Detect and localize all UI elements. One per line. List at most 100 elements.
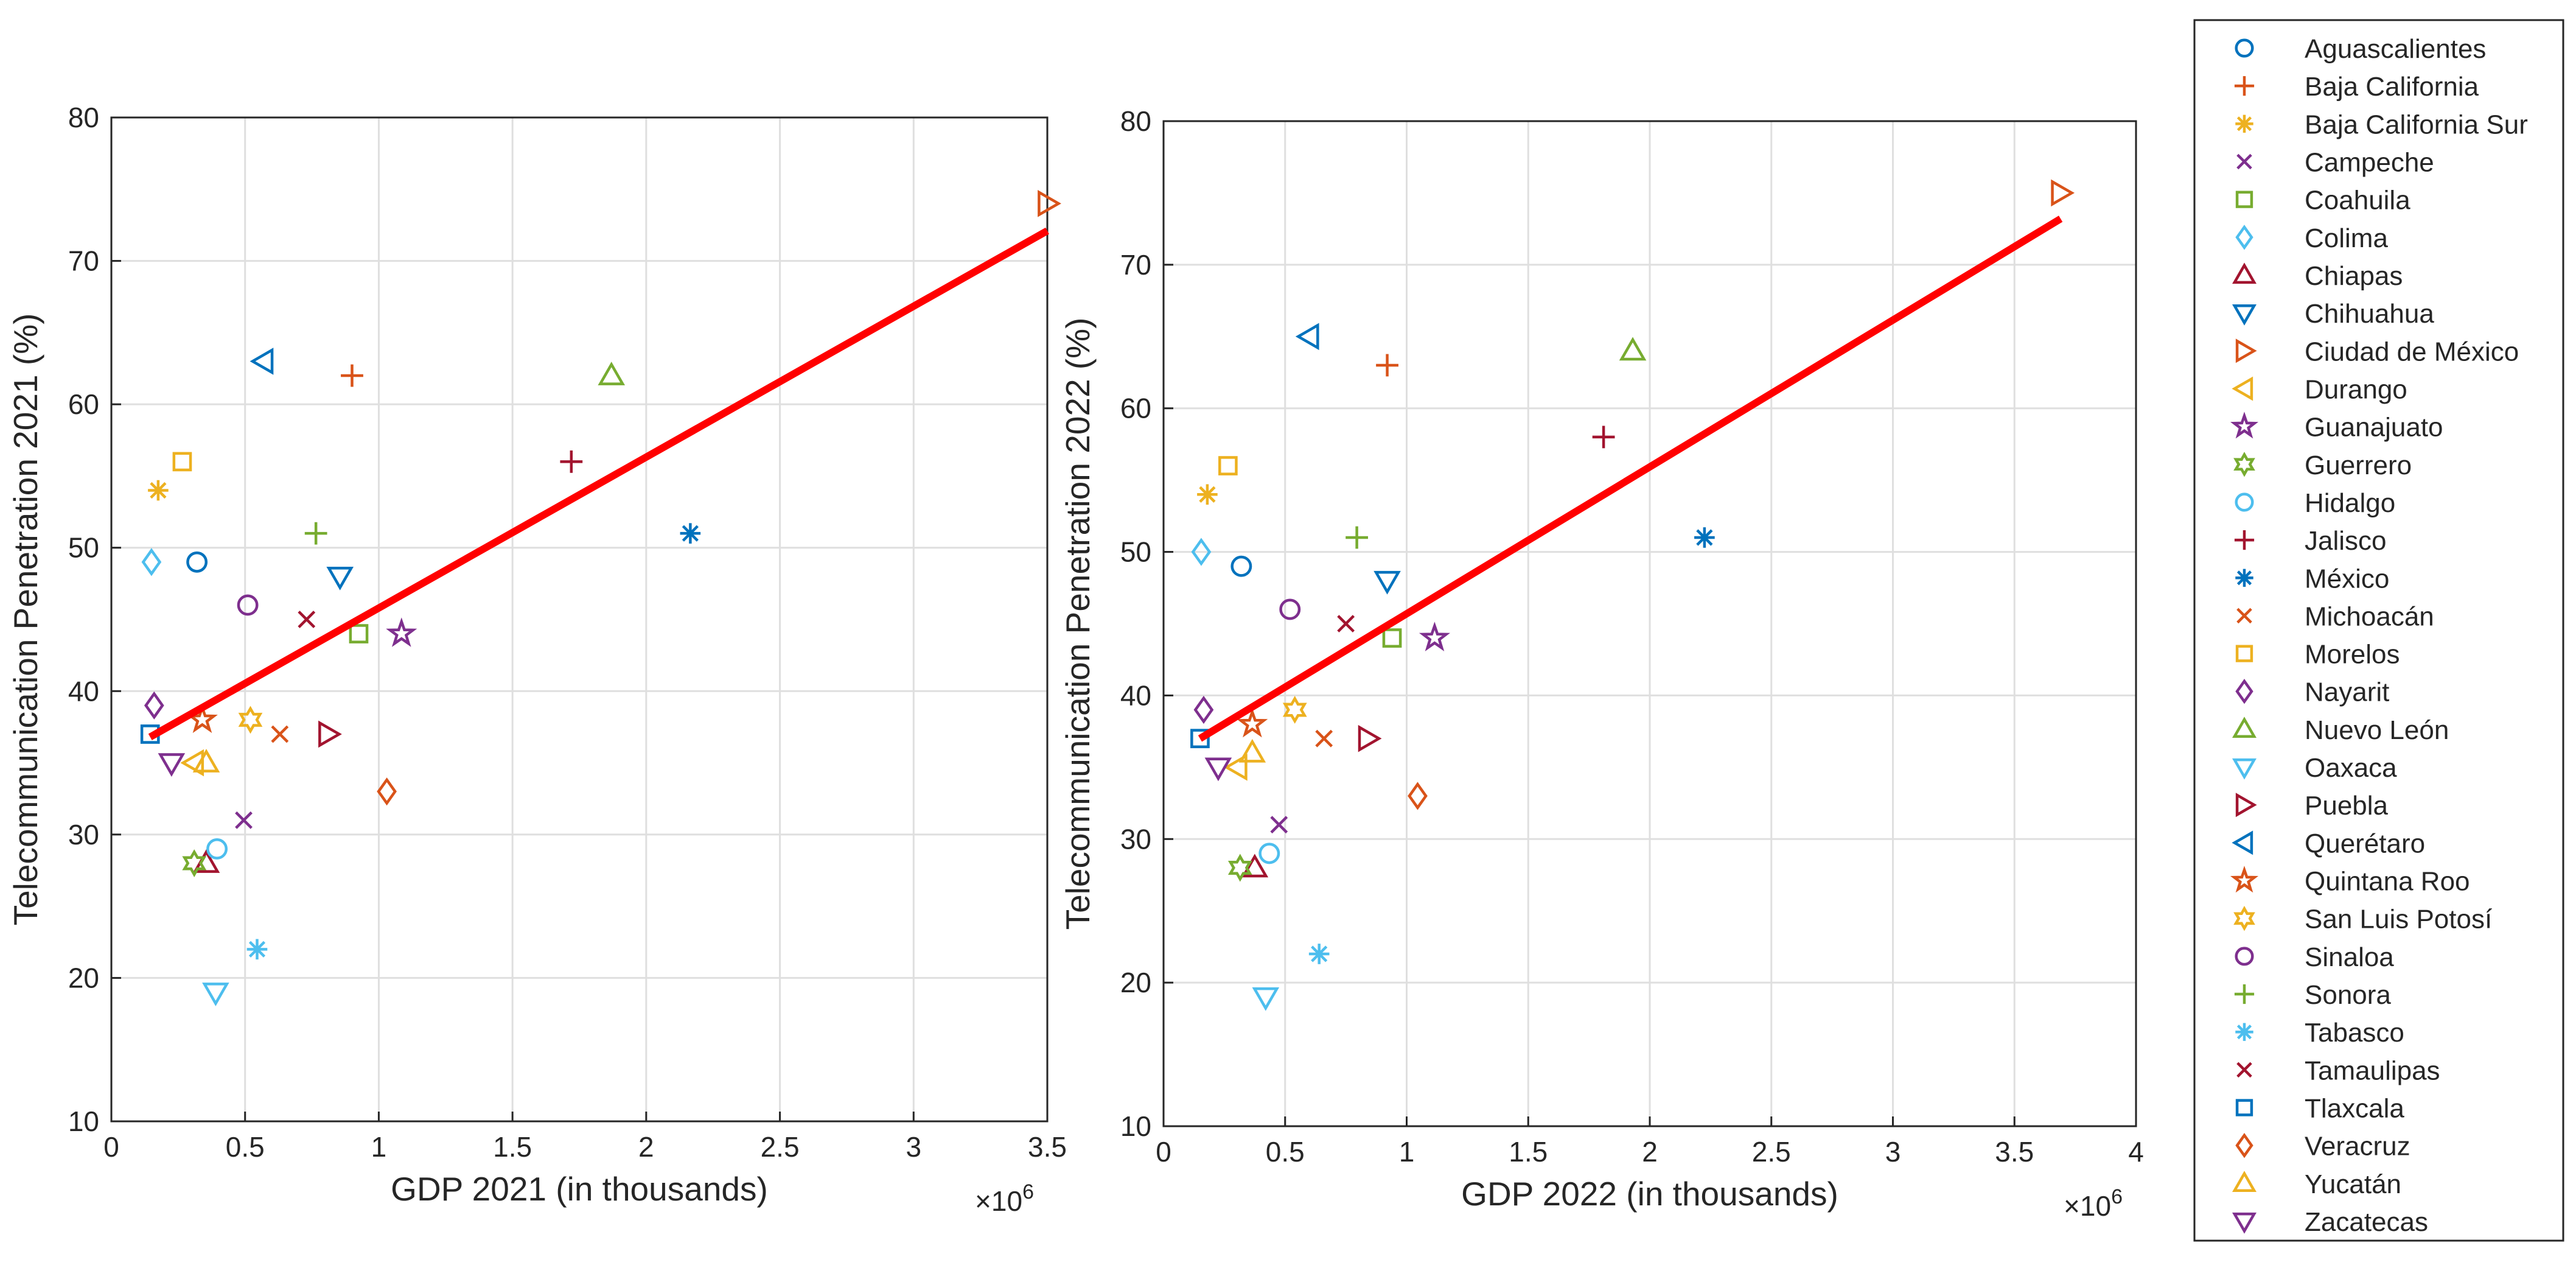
x-tick-label: 2.5 [761, 1131, 800, 1163]
x-exponent-label: ×106 [975, 1180, 1034, 1217]
legend-item-coahuila: Coahuila [2235, 186, 2410, 216]
point-tlaxcala [1190, 729, 1210, 749]
data-points [1190, 179, 2075, 1011]
point-michoacan [1315, 729, 1333, 748]
asterisk-icon [2235, 114, 2253, 133]
point-coahuila [349, 624, 369, 643]
square-icon [2235, 191, 2253, 208]
legend-label: México [2305, 564, 2389, 594]
x-exponent-label: ×106 [2064, 1185, 2123, 1222]
legend-label: Baja California [2305, 72, 2479, 102]
legend-item-nayarit: Nayarit [2235, 678, 2389, 707]
x-exponent-base: ×10 [2064, 1190, 2111, 1222]
point-sonora [1346, 526, 1369, 549]
point-colima [1191, 538, 1212, 566]
point-chihuahua [326, 566, 354, 590]
legend-label: Coahuila [2305, 186, 2410, 216]
triangle-down-icon [2232, 1212, 2257, 1234]
point-veracruz [1408, 782, 1428, 810]
axes-box [110, 116, 1049, 1123]
legend-item-tamaulipas: Tamaulipas [2236, 1056, 2440, 1085]
point-nayarit [144, 691, 164, 720]
y-tick-label: 70 [68, 245, 99, 277]
x-exponent-power: 6 [2111, 1185, 2123, 1208]
circle-icon [2235, 947, 2254, 966]
point-nuevo-leon [1619, 337, 1647, 361]
point-sinaloa [237, 594, 259, 616]
legend-item-tlaxcala: Tlaxcala [2235, 1094, 2404, 1124]
square-icon [2235, 645, 2253, 662]
x-tick-label: 0.5 [1266, 1136, 1305, 1168]
legend-item-tabasco: Tabasco [2235, 1018, 2404, 1048]
legend-item-chiapas: Chiapas [2232, 261, 2403, 291]
legend-label: Quintana Roo [2305, 867, 2470, 897]
y-tick-label: 80 [68, 102, 99, 133]
legend-item-yucatan: Yucatán [2232, 1169, 2401, 1199]
x-exponent-power: 6 [1022, 1180, 1034, 1204]
y-tick-label: 40 [68, 675, 99, 707]
point-morelos [1218, 456, 1238, 475]
point-tamaulipas [1337, 615, 1355, 632]
point-yucatan [192, 749, 220, 773]
y-tick-label: 10 [68, 1106, 99, 1137]
legend-label: Morelos [2305, 640, 2400, 670]
y-tick-label: 20 [68, 962, 99, 993]
legend-item-guerrero: Guerrero [2233, 450, 2412, 480]
diamond-icon [2235, 679, 2253, 704]
point-yucatan [1238, 738, 1266, 763]
cross-icon [2236, 608, 2252, 624]
point-zacatecas [1204, 757, 1232, 782]
circle-icon [2235, 492, 2254, 512]
legend-item-queretaro: Querétaro [2232, 829, 2425, 858]
point-baja-california [1376, 354, 1398, 377]
point-aguascalientes [1230, 555, 1252, 577]
legend-label: Sinaloa [2305, 942, 2394, 972]
legend-item-sinaloa: Sinaloa [2235, 942, 2394, 972]
point-guerrero [182, 849, 207, 877]
diamond-icon [2235, 1132, 2253, 1158]
point-mexico [1694, 527, 1715, 548]
legend-item-quintana-roo: Quintana Roo [2230, 866, 2470, 897]
y-tick-label: 10 [1120, 1110, 1151, 1142]
y-tick-label: 70 [1120, 249, 1151, 281]
point-guerrero [1227, 853, 1252, 882]
point-ciudad-de-mexico [2051, 179, 2075, 207]
plus-icon [2234, 530, 2255, 550]
point-jalisco [1592, 426, 1615, 449]
legend-item-ciudad-de-mexico: Ciudad de México [2235, 337, 2519, 366]
point-san-luis-potosi [1282, 696, 1307, 724]
x-tick-label: 3 [1885, 1136, 1901, 1168]
y-tick-label: 30 [68, 819, 99, 850]
point-mexico [680, 523, 701, 544]
legend-label: Nayarit [2305, 678, 2389, 707]
legend-label: San Luis Potosí [2305, 905, 2493, 934]
plus-icon [2234, 984, 2255, 1004]
x-exponent-base: ×10 [975, 1185, 1022, 1217]
legend-item-guanajuato: Guanajuato [2230, 412, 2443, 443]
circle-icon [2235, 38, 2254, 58]
y-axis-label: Telecommunication Penetration 2022 (%) [1059, 318, 1097, 930]
point-aguascalientes [186, 551, 208, 573]
point-san-luis-potosi [238, 706, 263, 734]
point-guanajuato [386, 617, 417, 647]
point-tabasco [246, 939, 268, 960]
legend-label: Yucatán [2305, 1169, 2401, 1199]
legend-item-mexico: México [2235, 564, 2389, 594]
x-tick-label: 3 [906, 1131, 921, 1163]
legend-label: Campeche [2305, 147, 2434, 177]
legend-label: Colima [2305, 223, 2388, 253]
legend-box [2193, 19, 2564, 1242]
point-tabasco [1308, 944, 1330, 964]
point-coahuila [1382, 628, 1402, 648]
legend-label: Guerrero [2305, 450, 2412, 480]
legend-label: Querétaro [2305, 829, 2425, 858]
legend-item-campeche: Campeche [2236, 147, 2434, 177]
y-tick-label: 80 [1120, 105, 1151, 137]
legend-label: Hidalgo [2305, 488, 2395, 518]
point-durango [1223, 754, 1248, 781]
point-queretaro [250, 348, 274, 375]
legend-item-morelos: Morelos [2235, 640, 2400, 670]
legend-label: Tamaulipas [2305, 1056, 2440, 1085]
legend-item-nuevo-leon: Nuevo León [2232, 715, 2449, 745]
asterisk-icon [2235, 1023, 2253, 1041]
